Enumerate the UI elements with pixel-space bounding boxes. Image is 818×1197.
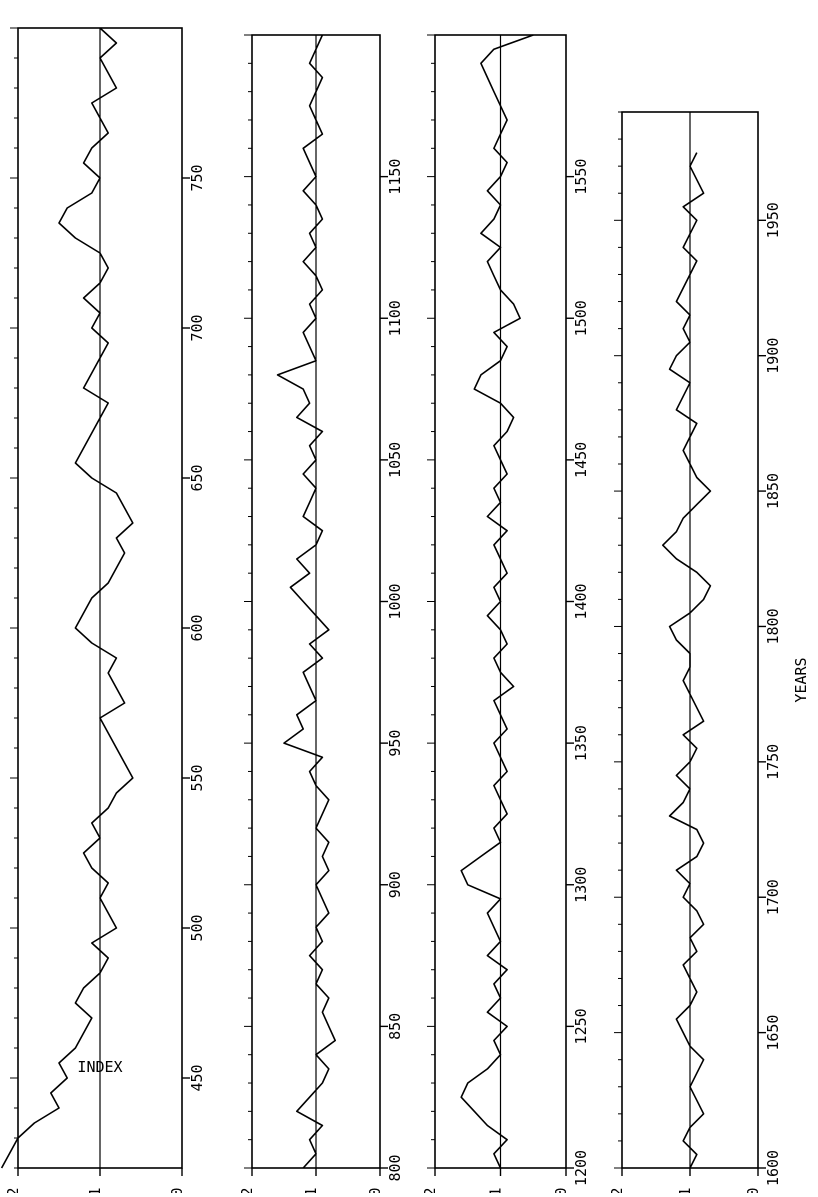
panel-1200-1600: 12001250130013501400145015001550012INDEX (421, 34, 590, 1197)
year-tick-label: 1700 (764, 879, 782, 915)
index-tick-label: 0 (366, 1187, 384, 1193)
panel-420-800: 450 500 550 600 650 700 750 0 1 2 INDEX (0, 27, 206, 1197)
year-tick-label: 650 (188, 464, 206, 491)
year-tick-label: 1150 (386, 159, 404, 195)
index-tick-label: 2 (4, 1187, 22, 1193)
years-axis-label: YEARS (792, 657, 810, 702)
index-tick-label: 0 (552, 1187, 570, 1193)
year-tick-label: 1800 (764, 608, 782, 644)
index-tick-label: 2 (421, 1187, 439, 1193)
panel-1600-1990: 16001650170017501800185019001950012INDEX… (608, 111, 810, 1197)
index-tick-label: 1 (86, 1187, 104, 1193)
year-tick-label: 1500 (572, 300, 590, 336)
index-tick-label: 1 (487, 1187, 505, 1193)
year-tick-label: 550 (188, 764, 206, 791)
year-tick-label: 750 (188, 164, 206, 191)
index-tick-label: 0 (744, 1187, 762, 1193)
index-tick-label: 1 (302, 1187, 320, 1193)
index-tick-label: 2 (238, 1187, 256, 1193)
year-tick-label: 1350 (572, 725, 590, 761)
year-tick-label: 450 (188, 1064, 206, 1091)
year-tick-label: 1050 (386, 442, 404, 478)
index-series-line (460, 34, 534, 1169)
index-tick-label: 1 (676, 1187, 694, 1193)
year-tick-label: 950 (386, 730, 404, 757)
year-tick-label: 1000 (386, 583, 404, 619)
year-tick-label: 1850 (764, 473, 782, 509)
index-series-line (276, 34, 337, 1169)
index-tick-label: 2 (608, 1187, 626, 1193)
year-tick-label: 500 (188, 914, 206, 941)
year-tick-label: 900 (386, 871, 404, 898)
year-tick-label: 700 (188, 314, 206, 341)
year-tick-label: 1950 (764, 202, 782, 238)
index-axis-label: INDEX (77, 1058, 122, 1076)
year-tick-label: 1250 (572, 1008, 590, 1044)
year-tick-label: 1200 (572, 1150, 590, 1186)
year-tick-label: 1450 (572, 442, 590, 478)
index-series-line (661, 152, 712, 1169)
year-tick-label: 850 (386, 1013, 404, 1040)
index-series-line (0, 27, 134, 1169)
year-tick-label: 1750 (764, 744, 782, 780)
year-tick-label: 1100 (386, 300, 404, 336)
year-tick-label: 1900 (764, 338, 782, 374)
year-tick-label: 1550 (572, 159, 590, 195)
year-tick-label: 1300 (572, 867, 590, 903)
panel-800-1200: 8008509009501000105011001150012INDEX (238, 34, 404, 1197)
year-tick-label: 1600 (764, 1150, 782, 1186)
year-tick-label: 800 (386, 1154, 404, 1181)
year-tick-label: 1650 (764, 1015, 782, 1051)
year-tick-label: 1400 (572, 583, 590, 619)
year-tick-label: 600 (188, 614, 206, 641)
index-tick-label: 0 (168, 1187, 186, 1193)
